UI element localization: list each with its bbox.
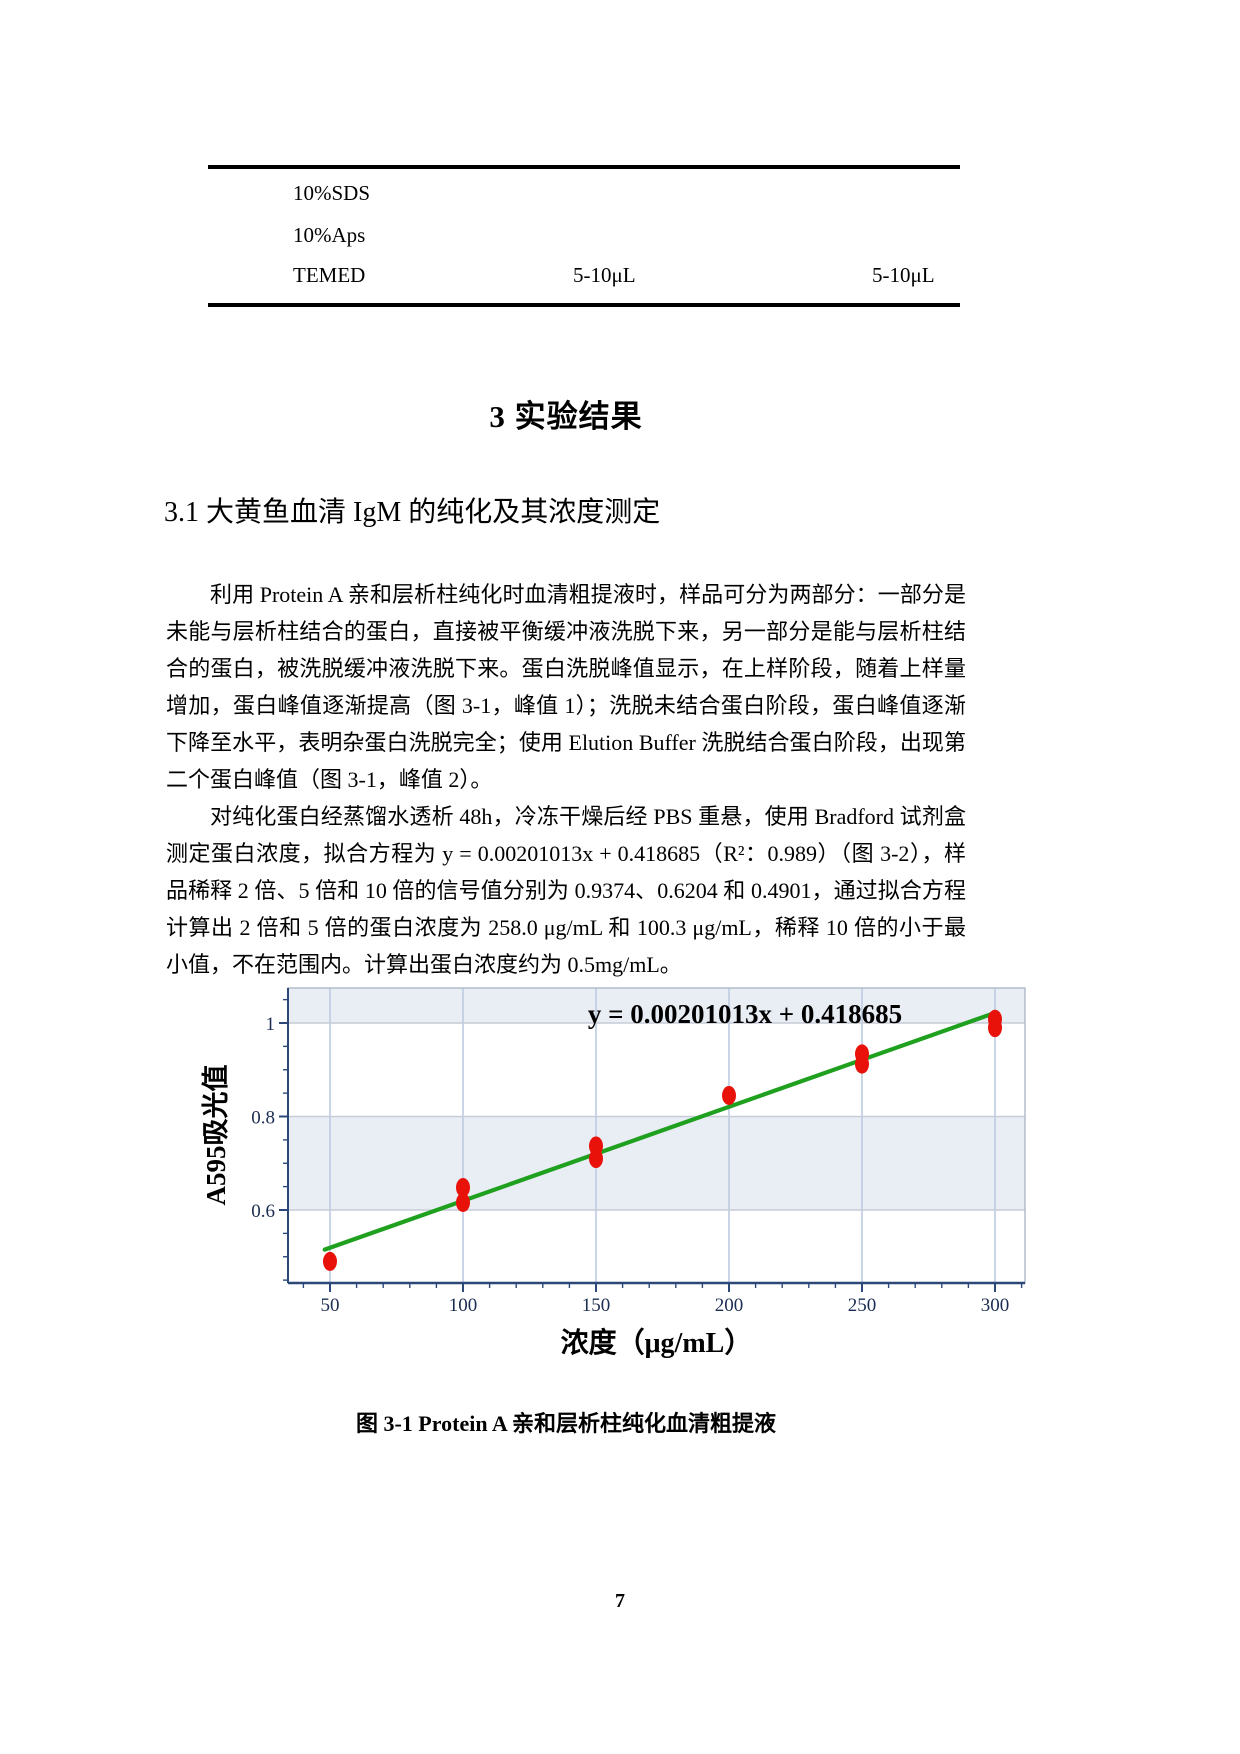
table-row: 10%Aps bbox=[208, 223, 960, 253]
data-point bbox=[456, 1178, 470, 1198]
equation-label: y = 0.00201013x + 0.418685 bbox=[588, 999, 902, 1029]
x-tick-label: 100 bbox=[449, 1295, 478, 1316]
shaded-band bbox=[288, 988, 1025, 1023]
standard-curve-chart: y = 0.00201013x + 0.418685 50 100 150 200 250… bbox=[201, 987, 1026, 1359]
table-cell-value: 5-10μL bbox=[872, 263, 935, 287]
reagent-table: 10%SDS 10%Aps TEMED 5-10μL 5-10μL bbox=[208, 165, 960, 307]
x-axis-title: 浓度（μg/mL） bbox=[561, 1326, 753, 1359]
table-cell-label: 10%SDS bbox=[293, 181, 371, 205]
x-tick-label: 300 bbox=[981, 1295, 1010, 1316]
y-tick-label: 0.6 bbox=[251, 1201, 275, 1222]
body-text: 利用 Protein A 亲和层析柱纯化时血清粗提液时，样品可分为两部分：一部分… bbox=[166, 576, 966, 983]
data-point bbox=[722, 1085, 736, 1105]
data-point bbox=[988, 1018, 1002, 1038]
x-tick-label: 150 bbox=[582, 1295, 611, 1316]
section-heading: 3.1 大黄鱼血清 IgM 的纯化及其浓度测定 bbox=[164, 497, 661, 528]
page-number: 7 bbox=[615, 1590, 625, 1612]
figure-caption: 图 3-1 Protein A 亲和层析柱纯化血清粗提液 bbox=[355, 1411, 777, 1436]
data-point bbox=[456, 1193, 470, 1213]
x-tick-label: 200 bbox=[715, 1295, 744, 1316]
y-axis-title: A595吸光值 bbox=[201, 1065, 231, 1206]
table-cell-value: 5-10μL bbox=[573, 263, 636, 287]
table-cell-label: TEMED bbox=[293, 263, 366, 287]
table-row: 10%SDS bbox=[208, 181, 960, 211]
y-tick-label: 1 bbox=[266, 1014, 276, 1035]
chapter-heading: 3 实验结果 bbox=[489, 399, 643, 434]
data-point bbox=[589, 1149, 603, 1169]
table-row: TEMED 5-10μL 5-10μL bbox=[208, 263, 960, 293]
paragraph-2: 对纯化蛋白经蒸馏水透析 48h，冷冻干燥后经 PBS 重悬，使用 Bradfor… bbox=[166, 804, 966, 977]
data-point bbox=[855, 1054, 869, 1074]
table-cell-label: 10%Aps bbox=[293, 223, 366, 247]
data-point bbox=[323, 1251, 337, 1271]
x-tick-label: 250 bbox=[848, 1295, 877, 1316]
fit-line bbox=[322, 1010, 998, 1252]
x-tick-label: 50 bbox=[321, 1295, 340, 1316]
y-tick-label: 0.8 bbox=[251, 1108, 275, 1129]
paragraph-1: 利用 Protein A 亲和层析柱纯化时血清粗提液时，样品可分为两部分：一部分… bbox=[166, 582, 966, 792]
